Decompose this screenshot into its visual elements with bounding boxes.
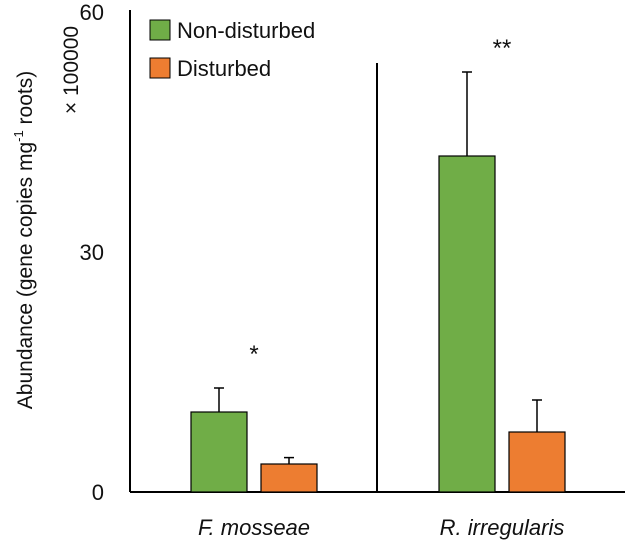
y-axis-label-sup: -1 xyxy=(11,130,26,142)
bars xyxy=(190,71,566,493)
y-axis-label: Abundance (gene copies mg-1 roots) xyxy=(11,71,37,409)
significance-mark: ** xyxy=(493,35,512,62)
bar-non-disturbed-1 xyxy=(438,155,496,493)
y-tick-label: 30 xyxy=(80,240,104,265)
significance-mark: * xyxy=(249,341,258,368)
y-axis-scale-label: × 100000 xyxy=(60,26,83,114)
legend: Non-disturbed Disturbed xyxy=(149,18,315,81)
legend-swatch xyxy=(149,19,171,41)
category-labels: F. mosseae R. irregularis xyxy=(198,515,564,540)
significance-marks: *** xyxy=(249,35,511,368)
bar-disturbed-0 xyxy=(260,463,318,493)
y-tick-label: 0 xyxy=(92,480,104,505)
bar-non-disturbed-0 xyxy=(190,411,248,493)
y-tick-label: 60 xyxy=(80,0,104,25)
category-label: F. mosseae xyxy=(198,515,310,540)
y-axis-label-end: roots) xyxy=(14,71,37,131)
y-ticks: 0 30 60 xyxy=(80,0,104,505)
category-label: R. irregularis xyxy=(440,515,565,540)
bar-disturbed-1 xyxy=(508,431,566,493)
y-axis-label-main: Abundance (gene copies mg xyxy=(14,142,37,409)
legend-label: Disturbed xyxy=(177,56,271,81)
legend-label: Non-disturbed xyxy=(177,18,315,43)
legend-swatch xyxy=(149,57,171,79)
